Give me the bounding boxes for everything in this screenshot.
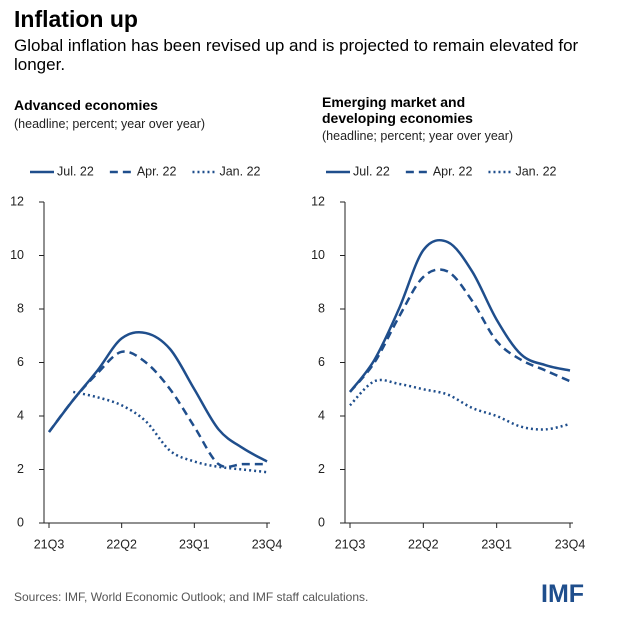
y-tick-label: 10: [311, 248, 325, 262]
series-line: [48, 331, 268, 463]
legend-label: Apr. 22: [433, 164, 473, 178]
legend-label: Jul. 22: [353, 164, 390, 178]
y-tick-label: 12: [10, 194, 24, 208]
subtitle: Global inflation has been revised up and…: [14, 36, 579, 74]
series-line: [72, 390, 268, 474]
series-line: [48, 350, 267, 469]
series-line: [349, 238, 571, 393]
panel-title: Emerging market and developing economies: [322, 94, 473, 126]
legend-label: Jan. 22: [219, 164, 260, 178]
panel-subtitle: (headline; percent; year over year): [322, 129, 514, 143]
title: Inflation up: [14, 6, 138, 32]
x-tick-label: 23Q4: [555, 537, 586, 551]
x-tick-label: 23Q1: [481, 537, 512, 551]
x-tick-label: 23Q1: [179, 537, 210, 551]
legend-label: Jan. 22: [515, 164, 556, 178]
source: Sources: IMF, World Economic Outlook; an…: [14, 590, 369, 604]
y-tick-label: 2: [17, 462, 24, 476]
y-tick-label: 8: [318, 301, 325, 315]
x-tick-label: 22Q2: [408, 537, 439, 551]
series-line: [349, 268, 571, 393]
y-tick-label: 6: [318, 355, 325, 369]
series-line: [349, 378, 571, 431]
y-tick-label: 2: [318, 462, 325, 476]
legend-label: Apr. 22: [137, 164, 177, 178]
y-tick-label: 12: [311, 194, 325, 208]
y-tick-label: 8: [17, 301, 24, 315]
x-tick-label: 21Q3: [34, 537, 65, 551]
legend-label: Jul. 22: [57, 164, 94, 178]
x-tick-label: 23Q4: [252, 537, 283, 551]
y-tick-label: 6: [17, 355, 24, 369]
y-tick-label: 10: [10, 248, 24, 262]
panel-title: Advanced economies: [14, 97, 158, 113]
logo: IMF: [541, 580, 585, 608]
panel-subtitle: (headline; percent; year over year): [14, 117, 206, 131]
y-tick-label: 0: [17, 515, 24, 529]
y-tick-label: 4: [318, 408, 325, 422]
y-tick-label: 4: [17, 408, 24, 422]
x-tick-label: 21Q3: [335, 537, 366, 551]
x-tick-label: 22Q2: [106, 537, 137, 551]
y-tick-label: 0: [318, 515, 325, 529]
